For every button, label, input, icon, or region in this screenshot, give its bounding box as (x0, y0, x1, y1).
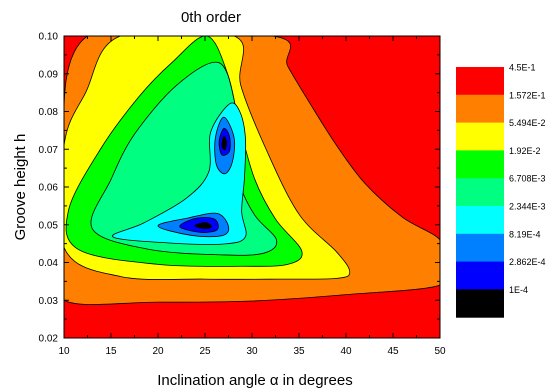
legend-label-7: 2.862E-4 (509, 257, 546, 267)
y-tick-label-4: 0.06 (39, 183, 59, 194)
legend-label-0: 4.5E-1 (509, 63, 536, 73)
x-axis-title-symbol: α (270, 372, 279, 389)
x-tick-label-7: 45 (387, 346, 399, 357)
y-axis-title: Groove height h (12, 134, 29, 241)
color-legend: 4.5E-1 1.572E-1 5.494E-2 1.92E-2 6.708E-3 2.3… (456, 63, 546, 318)
x-tick-label-4: 30 (246, 346, 258, 357)
legend-swatch-1 (456, 94, 504, 124)
x-axis-title-suffix: in degrees (279, 372, 353, 389)
x-tick-label-8: 50 (434, 346, 446, 357)
y-tick-label-2: 0.04 (39, 258, 59, 269)
contour-region-4 (112, 102, 247, 245)
x-tick-label-2: 20 (152, 346, 164, 357)
legend-swatch-6 (456, 233, 504, 263)
legend-label-8: 1E-4 (509, 285, 528, 295)
x-axis-title-prefix: Inclination angle (157, 372, 270, 389)
legend-swatch-3 (456, 150, 504, 179)
legend-label-5: 2.344E-3 (509, 202, 546, 212)
legend-swatch-4 (456, 178, 504, 207)
x-tick-label-0: 10 (58, 346, 70, 357)
y-tick-label-3: 0.05 (39, 220, 59, 231)
legend-swatch-5 (456, 206, 504, 235)
legend-swatch-7 (456, 261, 504, 290)
legend-label-4: 6.708E-3 (509, 174, 546, 184)
y-tick-label-8: 0.10 (39, 32, 59, 43)
y-tick-label-0: 0.02 (39, 334, 59, 345)
legend-label-1: 1.572E-1 (509, 90, 546, 100)
y-tick-label-1: 0.03 (39, 296, 59, 307)
chart-title: 0th order (181, 9, 241, 26)
contour-region-9 (221, 135, 228, 151)
legend-label-6: 8.19E-4 (509, 229, 541, 239)
legend-label-3: 1.92E-2 (509, 146, 541, 156)
legend-swatch-8 (456, 289, 504, 318)
legend-swatch-2 (456, 122, 504, 151)
x-axis: 10 15 20 25 30 35 40 45 50 (58, 36, 446, 357)
x-tick-label-6: 40 (340, 346, 352, 357)
y-tick-label-7: 0.09 (39, 69, 59, 80)
contour-region-10 (194, 222, 212, 229)
x-tick-label-5: 35 (293, 346, 305, 357)
y-axis: 0.02 0.03 0.04 0.05 0.06 0.07 0.08 0.09 0.10 (39, 32, 440, 345)
x-tick-label-3: 25 (199, 346, 211, 357)
legend-swatch-0 (456, 67, 504, 96)
y-tick-label-6: 0.08 (39, 107, 59, 118)
x-tick-label-1: 15 (105, 346, 117, 357)
x-axis-title: Inclination angle α in degrees (157, 372, 352, 389)
y-tick-label-5: 0.07 (39, 145, 59, 156)
contour-levels (64, 36, 440, 338)
legend-label-2: 5.494E-2 (509, 118, 546, 128)
